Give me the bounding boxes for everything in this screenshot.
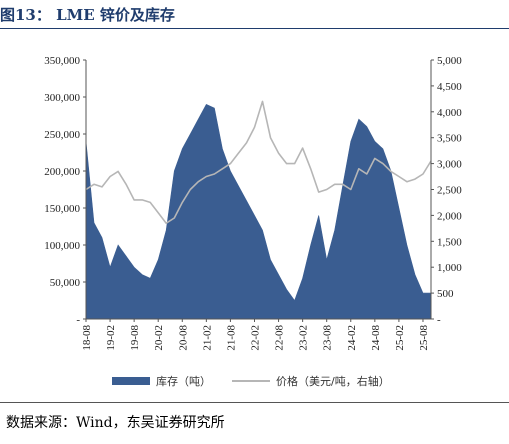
y-right-tick-label: - [437, 314, 441, 326]
price-line [85, 100, 432, 224]
legend-label-inventory: 库存（吨） [156, 374, 211, 388]
y-right-tick-label: 5,000 [437, 55, 462, 67]
source-note: 数据来源：Wind，东吴证券研究所 [6, 415, 225, 431]
y-left-tick-label: 50,000 [50, 277, 81, 289]
inventory-area-layer [85, 104, 432, 320]
x-tick-label: 19-02 [105, 325, 117, 351]
legend-label-price: 价格（美元/吨，右轴） [276, 374, 390, 388]
tick-labels-layer: - 50,000 100,000 150,000 200,000 250,000 300,0… [44, 55, 462, 351]
x-tick-label: 25-08 [418, 325, 430, 351]
y-right-tick-label: 1,000 [437, 262, 462, 274]
x-tick-label: 20-08 [177, 325, 189, 351]
figure-title: 图13： LME 锌价及库存 [0, 6, 175, 24]
x-tick-label: 21-08 [225, 325, 237, 351]
y-left-tick-label: 200,000 [44, 166, 80, 178]
x-tick-label: 24-08 [370, 325, 382, 351]
x-tick-label: 22-08 [274, 325, 286, 351]
legend: 库存（吨） 价格（美元/吨，右轴） [112, 374, 390, 388]
axes-layer [83, 59, 434, 322]
y-right-tick-label: 3,500 [437, 133, 462, 145]
x-tick-label: 22-02 [249, 325, 261, 351]
legend-swatch-inventory [112, 377, 150, 385]
source-rule [0, 402, 509, 403]
title-rule [0, 28, 509, 29]
inventory-area [85, 104, 432, 320]
y-right-tick-label: 4,000 [437, 107, 462, 119]
y-left-tick-label: 300,000 [44, 92, 80, 104]
chart: - 50,000 100,000 150,000 200,000 250,000 300,0… [44, 55, 462, 388]
y-left-tick-label: 150,000 [44, 203, 80, 215]
y-left-tick-label: 100,000 [44, 240, 80, 252]
price-line-layer [85, 100, 432, 224]
y-left-tick-label: 350,000 [44, 55, 80, 67]
x-tick-label: 23-02 [298, 325, 310, 351]
y-right-tick-label: 500 [437, 288, 454, 300]
x-tick-label: 25-02 [394, 325, 406, 351]
x-tick-label: 18-08 [81, 325, 93, 351]
y-right-tick-label: 2,000 [437, 210, 462, 222]
x-tick-label: 19-08 [129, 325, 141, 351]
x-tick-label: 24-02 [346, 325, 358, 351]
x-tick-label: 21-02 [201, 325, 213, 351]
y-right-tick-label: 2,500 [437, 185, 462, 197]
y-right-tick-label: 3,000 [437, 159, 462, 171]
x-tick-label: 20-02 [153, 325, 165, 351]
y-right-tick-label: 4,500 [437, 81, 462, 93]
y-left-tick-label: 250,000 [44, 129, 80, 141]
x-tick-label: 23-08 [322, 325, 334, 351]
y-right-tick-label: 1,500 [437, 236, 462, 248]
y-left-tick-label: - [76, 314, 80, 326]
